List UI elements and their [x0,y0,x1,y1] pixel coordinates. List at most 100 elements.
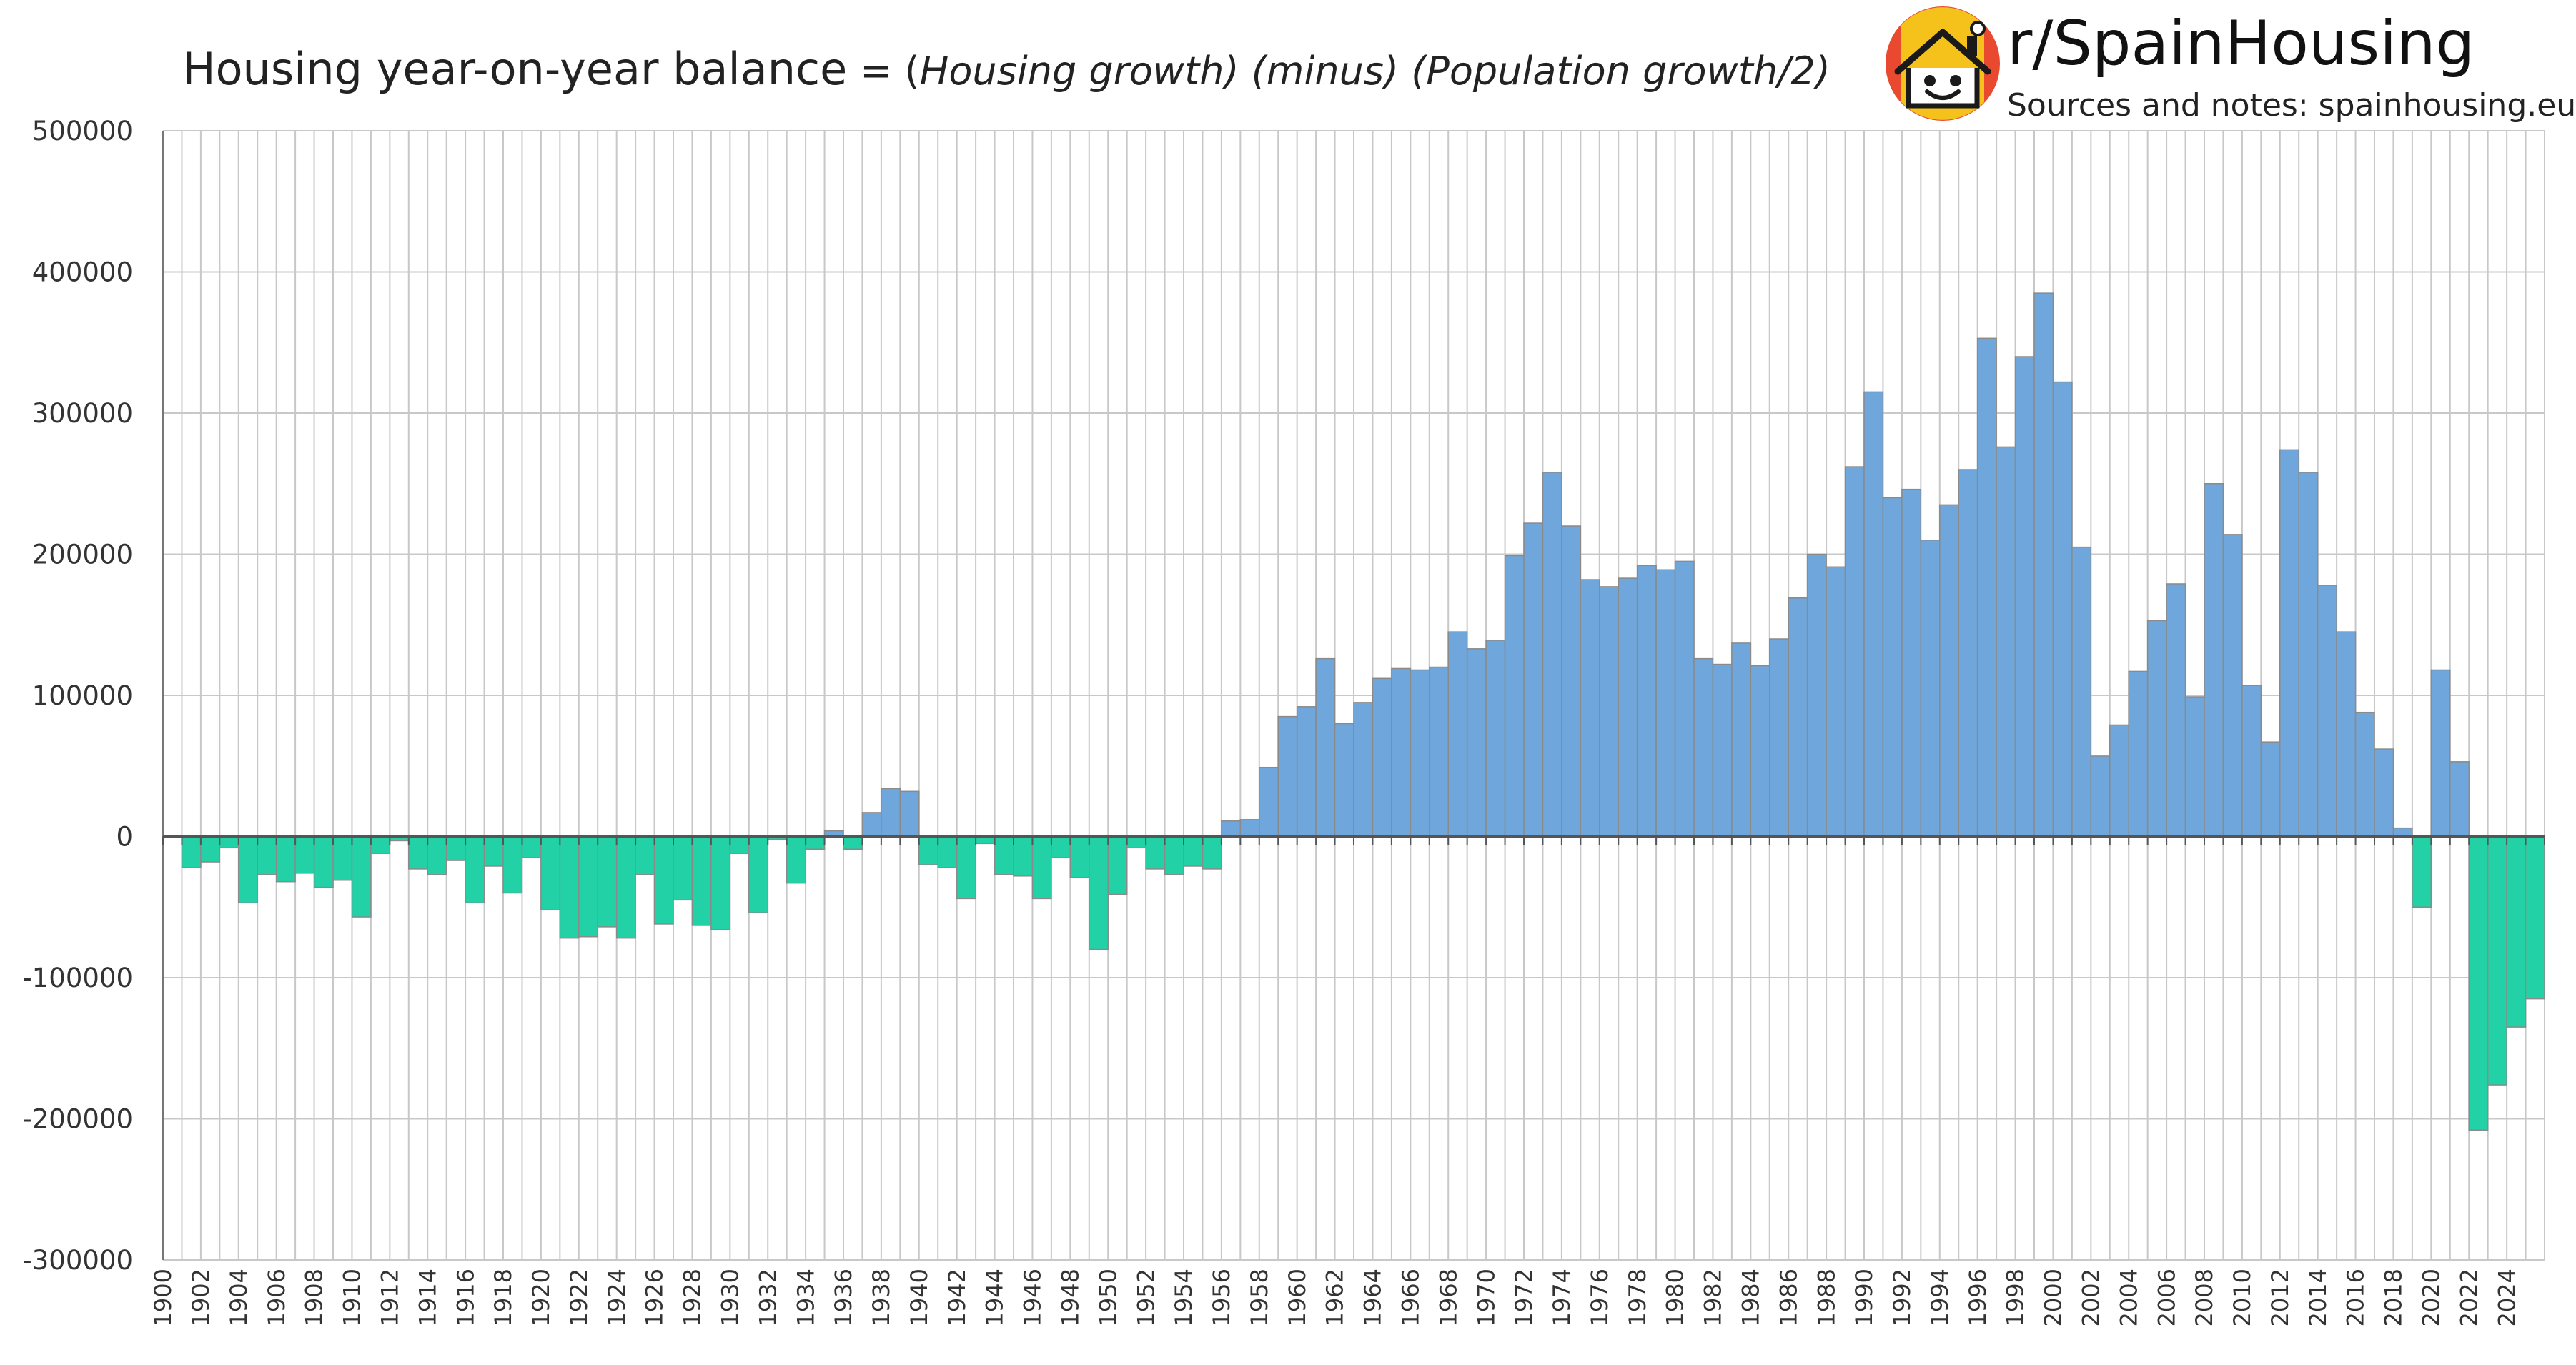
x-tick-label: 1998 [2002,1269,2029,1326]
x-tick-label: 1990 [1851,1269,1878,1326]
x-tick-label: 1926 [641,1269,668,1326]
x-tick-label: 1908 [301,1269,328,1326]
x-tick-label: 1934 [792,1269,819,1326]
bar-1998 [2014,356,2035,838]
bar-1968 [1447,631,1468,838]
x-tick-label: 1922 [565,1269,593,1326]
brand-subtitle: Sources and notes: spainhousing.eu [2007,87,2576,124]
bar-1984 [1750,665,1770,838]
bar-1988 [1826,566,1846,838]
bar-1946 [1031,835,1052,900]
bar-1983 [1731,642,1752,838]
x-tick-label: 1902 [187,1269,214,1326]
bar-1945 [1013,835,1034,877]
bar-1985 [1769,638,1789,838]
bars [181,292,2545,1131]
x-tick-label: 1972 [1510,1269,1537,1326]
bar-1952 [1145,835,1166,870]
x-tick-label: 1952 [1132,1269,1159,1326]
bar-1954 [1183,835,1204,867]
x-tick-label: 1960 [1284,1269,1311,1326]
bar-1975 [1580,579,1600,838]
y-tick-label: 500000 [32,116,133,147]
x-tick-label: 1904 [225,1269,252,1326]
x-tick-label: 1930 [717,1269,744,1326]
bar-1939 [899,790,920,838]
x-tick-label: 1944 [981,1269,1009,1326]
bar-2025 [2525,835,2545,1000]
x-tick-label: 1936 [830,1269,857,1326]
x-tick-label: 1968 [1435,1269,1462,1326]
bar-1974 [1561,525,1582,838]
bar-1909 [332,835,353,881]
x-tick-label: 1980 [1662,1269,1689,1326]
x-tick-label: 1966 [1397,1269,1425,1326]
bar-1934 [805,835,826,850]
x-tick-label: 1942 [943,1269,971,1326]
bar-1901 [181,835,202,868]
bar-2000 [2052,381,2073,838]
bar-2021 [2449,761,2470,838]
bar-1973 [1542,472,1562,838]
bar-2019 [2412,835,2432,908]
x-tick-label: 1970 [1472,1269,1500,1326]
bar-1979 [1655,569,1676,838]
bar-1995 [1958,469,1978,838]
bar-2012 [2279,449,2299,838]
bar-1986 [1788,597,1808,838]
x-tick-label: 1948 [1057,1269,1084,1326]
x-tick-label: 1958 [1246,1269,1273,1326]
bar-2007 [2184,696,2205,838]
bar-1906 [275,835,296,883]
x-tick-label: 1976 [1586,1269,1613,1326]
bar-2001 [2071,546,2092,838]
x-tick-label: 1986 [1775,1269,1802,1326]
bar-1926 [653,835,674,925]
bar-2024 [2506,835,2527,1028]
bar-1950 [1107,835,1128,895]
gridlines [163,130,2545,1261]
bar-1927 [673,835,693,901]
bar-1907 [294,835,315,874]
y-tick-label: -200000 [22,1104,133,1135]
bar-1992 [1901,488,1922,838]
bar-2006 [2166,583,2186,838]
x-tick-label: 2002 [2078,1269,2105,1326]
bar-1989 [1844,466,1865,838]
bar-1902 [200,835,221,863]
bar-1924 [615,835,636,939]
bar-1923 [597,835,618,928]
brand-logo[interactable] [1886,6,2000,121]
bar-1915 [445,835,466,861]
x-tick-label: 1946 [1019,1269,1046,1326]
x-tick-label: 1974 [1548,1269,1575,1326]
bar-1999 [2033,292,2054,838]
bar-1925 [635,835,655,875]
bar-1956 [1221,820,1242,838]
x-tick-label: 2006 [2153,1269,2180,1326]
bar-1917 [483,835,504,867]
bar-1930 [729,835,750,854]
bar-1942 [956,835,976,900]
bar-1919 [521,835,542,858]
x-tick-label: 1996 [1964,1269,1991,1326]
x-tick-label: 1994 [1926,1269,1953,1326]
bar-1978 [1636,565,1657,838]
bar-1994 [1939,504,1959,838]
bar-1981 [1693,657,1714,838]
bar-1921 [559,835,580,939]
x-tick-label: 2000 [2040,1269,2067,1326]
x-tick-label: 2022 [2455,1269,2482,1326]
bar-2020 [2430,669,2451,838]
bar-1963 [1353,702,1374,838]
bar-1987 [1806,553,1827,838]
x-tick-label: 1964 [1359,1269,1387,1326]
bar-1914 [427,835,447,875]
x-axis-ticks: 1900 1902 1904 1906 1908 1910 1912 1914 1916 1918… [149,1269,2520,1326]
y-tick-label: 100000 [32,680,133,711]
bar-1990 [1863,391,1884,838]
bar-1964 [1372,677,1392,838]
bar-1940 [918,835,938,865]
house-face-icon [1894,21,1991,109]
